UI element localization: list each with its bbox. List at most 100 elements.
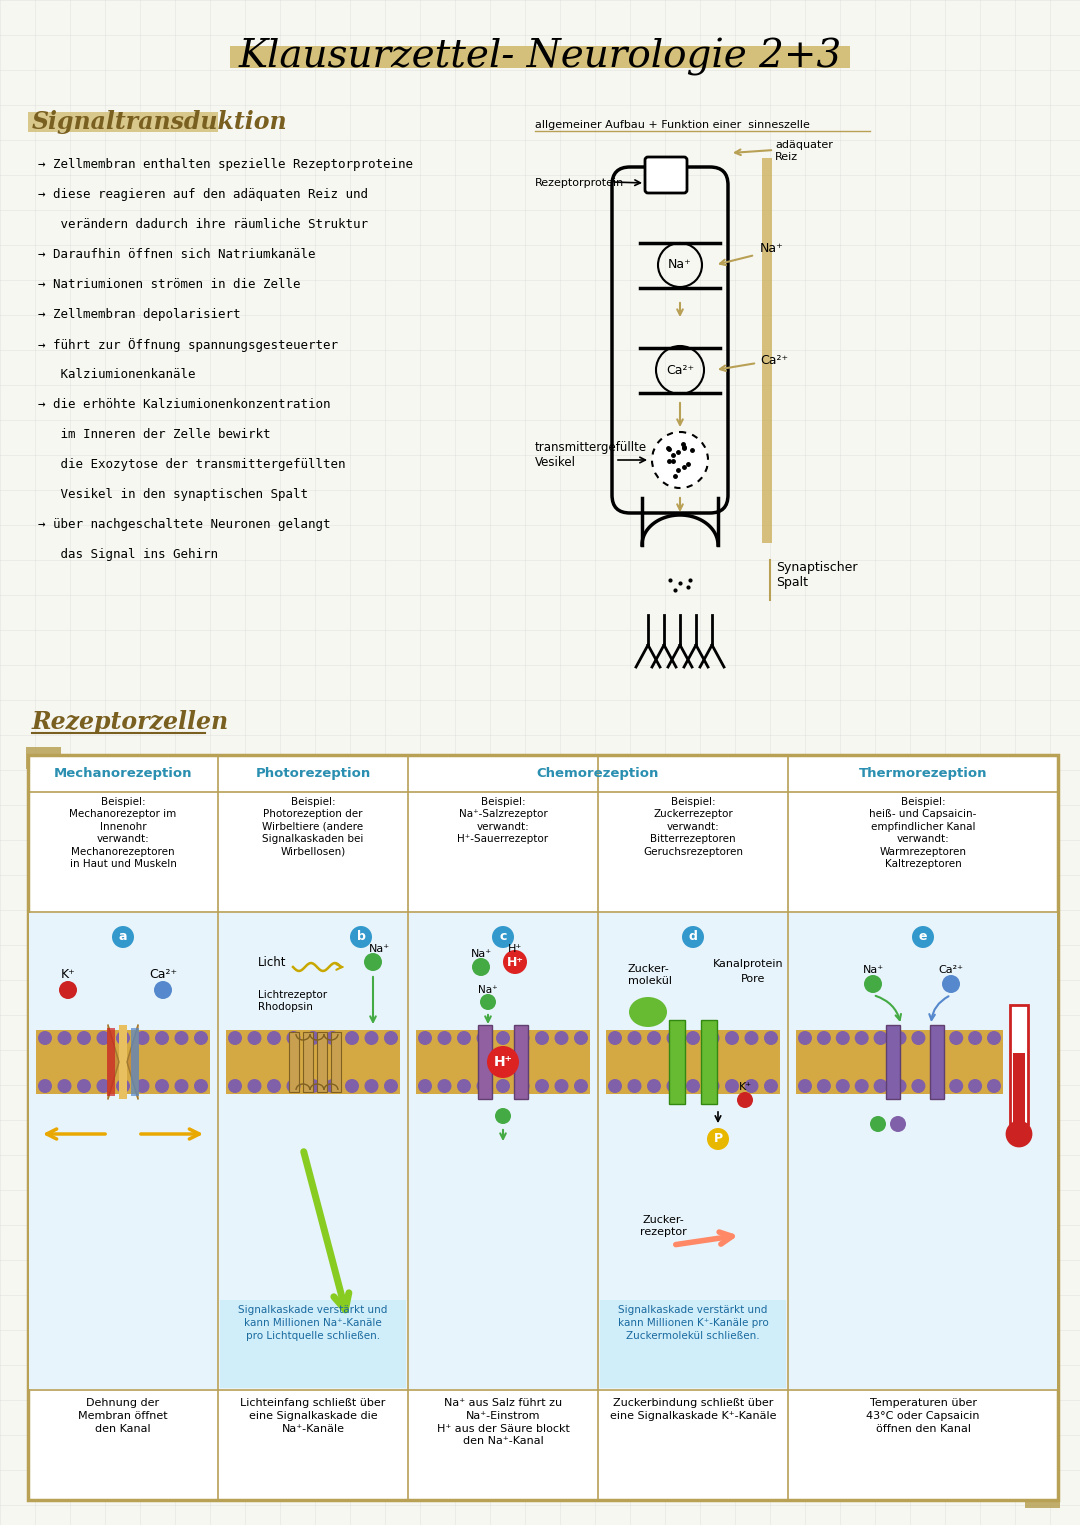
- Circle shape: [535, 1031, 549, 1045]
- Text: Signalkaskade verstärkt und
kann Millionen K⁺-Kanäle pro
Zuckermolekül schließen: Signalkaskade verstärkt und kann Million…: [618, 1305, 768, 1342]
- Circle shape: [816, 1080, 831, 1093]
- Text: Vesikel in den synaptischen Spalt: Vesikel in den synaptischen Spalt: [38, 488, 308, 502]
- Circle shape: [77, 1031, 91, 1045]
- Circle shape: [608, 1031, 622, 1045]
- Bar: [26, 747, 60, 769]
- Text: Ca²⁺: Ca²⁺: [760, 354, 788, 366]
- Ellipse shape: [629, 997, 667, 1026]
- Bar: [131, 1028, 139, 1096]
- Circle shape: [325, 1080, 339, 1093]
- Text: Ca²⁺: Ca²⁺: [939, 965, 963, 974]
- Circle shape: [647, 1080, 661, 1093]
- Circle shape: [476, 1031, 490, 1045]
- Bar: [289, 1032, 299, 1092]
- Bar: [303, 1032, 313, 1092]
- Circle shape: [350, 926, 372, 949]
- Text: Mechanorezeption: Mechanorezeption: [54, 767, 192, 779]
- Text: Chemorezeption: Chemorezeption: [537, 767, 659, 779]
- Circle shape: [554, 1080, 568, 1093]
- Circle shape: [942, 974, 960, 993]
- Text: Rezeptorzellen: Rezeptorzellen: [32, 711, 229, 734]
- Circle shape: [798, 1080, 812, 1093]
- Text: Na⁺: Na⁺: [669, 259, 692, 271]
- Text: Signaltransduktion: Signaltransduktion: [32, 110, 287, 134]
- Circle shape: [686, 1080, 700, 1093]
- Circle shape: [515, 1031, 529, 1045]
- Circle shape: [949, 1031, 963, 1045]
- Text: Zucker-
molekül: Zucker- molekül: [627, 964, 672, 985]
- Text: Rezeptorprotein: Rezeptorprotein: [535, 178, 624, 188]
- Circle shape: [154, 981, 172, 999]
- Circle shape: [228, 1031, 242, 1045]
- Circle shape: [854, 1080, 868, 1093]
- Text: b: b: [356, 930, 365, 944]
- Circle shape: [573, 1031, 588, 1045]
- Circle shape: [912, 926, 934, 949]
- Circle shape: [573, 1080, 588, 1093]
- Circle shape: [325, 1031, 339, 1045]
- Circle shape: [686, 1031, 700, 1045]
- Text: c: c: [499, 930, 507, 944]
- Text: Na⁺: Na⁺: [760, 241, 784, 255]
- Text: Pore: Pore: [741, 974, 766, 984]
- Bar: [789, 913, 1057, 1389]
- Text: K⁺: K⁺: [739, 1083, 752, 1092]
- Circle shape: [798, 1031, 812, 1045]
- Text: Na⁺: Na⁺: [471, 949, 491, 959]
- Circle shape: [480, 994, 496, 1010]
- Circle shape: [864, 974, 882, 993]
- Text: K⁺: K⁺: [60, 968, 76, 982]
- Bar: [514, 1025, 528, 1100]
- Text: H⁺: H⁺: [494, 1055, 512, 1069]
- Bar: [1010, 1005, 1028, 1124]
- Circle shape: [870, 1116, 886, 1132]
- Circle shape: [228, 1080, 242, 1093]
- Circle shape: [496, 1080, 510, 1093]
- Circle shape: [306, 1031, 320, 1045]
- Text: Na⁺: Na⁺: [368, 944, 390, 955]
- Text: → über nachgeschaltete Neuronen gelangt: → über nachgeschaltete Neuronen gelangt: [38, 518, 330, 531]
- Circle shape: [968, 1080, 982, 1093]
- Circle shape: [286, 1031, 300, 1045]
- Bar: [36, 1029, 210, 1093]
- Text: Beispiel:
Na⁺-Salzrezeptor
verwandt:
H⁺-Sauerrezeptor: Beispiel: Na⁺-Salzrezeptor verwandt: H⁺-…: [458, 798, 549, 845]
- Bar: [599, 913, 787, 1389]
- Circle shape: [345, 1031, 359, 1045]
- Text: allgemeiner Aufbau + Funktion einer  sinneszelle: allgemeiner Aufbau + Funktion einer sinn…: [535, 120, 810, 130]
- Bar: [220, 1299, 406, 1388]
- Text: → führt zur Öffnung spannungsgesteuerter: → führt zur Öffnung spannungsgesteuerter: [38, 339, 338, 352]
- Text: Beispiel:
Zuckerrezeptor
verwandt:
Bitterrezeptoren
Geruchsrezeptoren: Beispiel: Zuckerrezeptor verwandt: Bitte…: [643, 798, 743, 857]
- Circle shape: [987, 1031, 1001, 1045]
- Circle shape: [764, 1031, 778, 1045]
- Circle shape: [949, 1080, 963, 1093]
- Circle shape: [496, 1031, 510, 1045]
- Bar: [230, 46, 850, 69]
- Circle shape: [744, 1080, 758, 1093]
- Circle shape: [930, 1080, 944, 1093]
- Circle shape: [175, 1031, 189, 1045]
- Circle shape: [874, 1031, 888, 1045]
- Circle shape: [156, 1080, 168, 1093]
- Polygon shape: [127, 1025, 138, 1100]
- Text: Na⁺ aus Salz führt zu
Na⁺-Einstrom
H⁺ aus der Säure blockt
den Na⁺-Kanal: Na⁺ aus Salz führt zu Na⁺-Einstrom H⁺ au…: [436, 1398, 569, 1446]
- Circle shape: [57, 1080, 71, 1093]
- Text: Beispiel:
Photorezeption der
Wirbeltiere (andere
Signalkaskaden bei
Wirbellosen): Beispiel: Photorezeption der Wirbeltiere…: [262, 798, 364, 857]
- Bar: [409, 913, 597, 1389]
- Text: Zuckerbindung schließt über
eine Signalkaskade K⁺-Kanäle: Zuckerbindung schließt über eine Signalk…: [610, 1398, 777, 1421]
- Bar: [886, 1025, 900, 1100]
- Circle shape: [116, 1080, 130, 1093]
- Circle shape: [112, 926, 134, 949]
- Circle shape: [666, 1080, 680, 1093]
- Circle shape: [930, 1031, 944, 1045]
- Bar: [796, 1029, 1003, 1093]
- FancyBboxPatch shape: [645, 157, 687, 194]
- Text: a: a: [119, 930, 127, 944]
- Circle shape: [437, 1080, 451, 1093]
- Circle shape: [476, 1080, 490, 1093]
- Circle shape: [764, 1080, 778, 1093]
- Circle shape: [365, 1031, 378, 1045]
- Text: Beispiel:
heiß- und Capsaicin-
empfindlicher Kanal
verwandt:
Warmrezeptoren
Kalt: Beispiel: heiß- und Capsaicin- empfindli…: [869, 798, 976, 869]
- Text: → Zellmembran enthalten spezielle Rezeptorproteine: → Zellmembran enthalten spezielle Rezept…: [38, 159, 413, 171]
- Circle shape: [38, 1080, 52, 1093]
- Circle shape: [457, 1031, 471, 1045]
